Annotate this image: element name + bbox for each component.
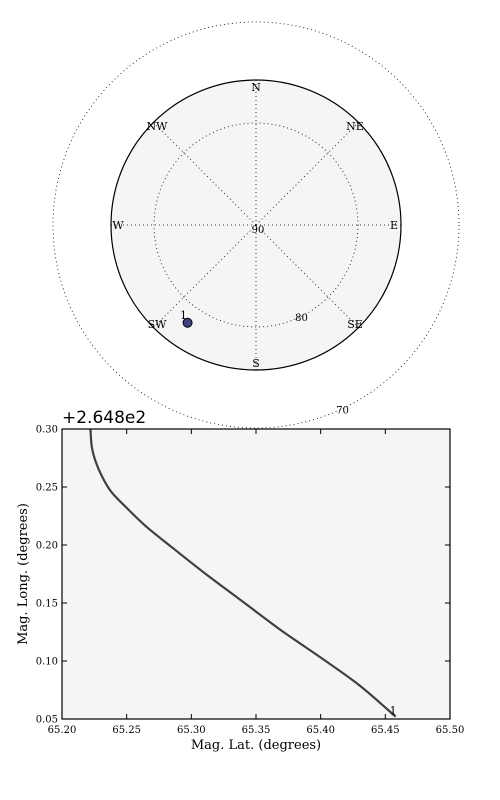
azimuth-gridline [153,122,257,226]
x-tick-label: 65.30 [177,725,206,736]
series-end-label: 1 [390,705,397,718]
compass-label-w: W [112,219,124,232]
y-offset-label: +2.648e2 [62,408,146,428]
elevation-label: 70 [336,405,349,416]
elevation-labels: 90 80 70 [252,225,349,416]
polar-points: 1 [180,309,193,328]
polar-sky-plot: N NE E SE S SW W NW 90 80 70 1 [52,21,460,429]
compass-labels: N NE E SE S SW W NW [112,81,398,370]
elevation-ring-outer [52,21,460,429]
compass-label-nw: NW [147,120,169,133]
azimuth-gridline [255,224,359,328]
y-tick-label: 0.15 [36,599,58,610]
x-tick-label: 65.20 [48,725,77,736]
series-line [89,428,397,718]
x-axis-label: Mag. Lat. (degrees) [191,738,321,753]
x-tick-label: 65.25 [112,725,141,736]
plot-frame [61,428,451,720]
polar-point-label: 1 [180,309,187,322]
x-tick-label: 65.50 [436,725,465,736]
azimuth-gridline [153,224,257,328]
x-tick-label: 65.40 [306,725,335,736]
y-tick-label: 0.20 [36,541,58,552]
elevation-label: 90 [252,225,265,236]
y-tick-label: 0.25 [36,483,58,494]
y-axis-ticks: 0.05 0.10 0.15 0.20 0.25 0.30 [36,425,450,726]
x-tick-label: 65.35 [242,725,271,736]
compass-label-ne: NE [346,120,364,133]
elevation-ring-inner [153,122,359,328]
y-tick-label: 0.30 [36,425,58,436]
elevation-label: 80 [295,313,308,324]
azimuth-gridline [255,122,359,226]
compass-label-n: N [251,81,261,94]
y-tick-label: 0.10 [36,657,58,668]
polar-point [182,317,193,328]
x-tick-label: 65.45 [371,725,400,736]
y-axis-label: Mag. Long. (degrees) [16,503,31,645]
compass-label-s: S [252,357,260,370]
compass-label-sw: SW [148,318,168,331]
y-tick-label: 0.05 [36,715,58,726]
plot-area [62,429,450,719]
azimuth-gridlines [111,80,401,370]
line-chart: +2.648e2 65.20 65.25 65.30 65.35 65.40 65.45 6… [16,408,464,753]
compass-label-e: E [390,219,398,232]
x-axis-ticks: 65.20 65.25 65.30 65.35 65.40 65.45 65.50 [48,429,465,736]
compass-label-se: SE [347,318,363,331]
